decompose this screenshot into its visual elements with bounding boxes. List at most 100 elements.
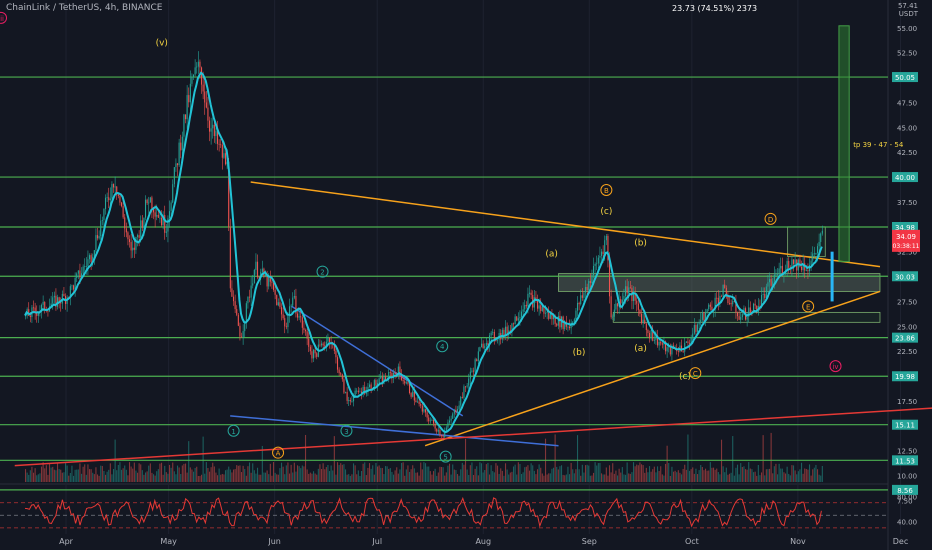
- volume-bar: [66, 465, 68, 482]
- candle-body: [412, 391, 414, 397]
- price-tick-label: 47.50: [897, 99, 917, 107]
- volume-bar: [47, 474, 49, 482]
- candle-body: [469, 371, 471, 379]
- candle-body: [623, 295, 625, 300]
- candle-body: [245, 303, 247, 322]
- volume-bar: [333, 436, 335, 482]
- volume-bar: [632, 462, 635, 482]
- volume-bar: [351, 474, 353, 482]
- volume-bar: [156, 471, 158, 482]
- volume-bar: [736, 464, 739, 482]
- candle-body: [468, 378, 470, 386]
- candle-body: [253, 269, 255, 284]
- candle-body: [621, 299, 623, 304]
- price-tick-label: 37.50: [897, 199, 917, 207]
- candle-body: [696, 324, 699, 332]
- candle-body: [154, 212, 156, 217]
- candle-body: [439, 429, 441, 435]
- wave-label-circle: [802, 300, 815, 313]
- osc-tick-label: 40.00: [897, 519, 917, 527]
- candle-body: [229, 227, 231, 289]
- candle-body: [424, 409, 427, 413]
- wave-label: (b): [573, 348, 586, 358]
- candle-body: [352, 396, 355, 402]
- volume-bar: [679, 472, 681, 482]
- candle-body: [405, 382, 407, 384]
- candle-body: [32, 307, 35, 309]
- volume-bar: [346, 474, 348, 482]
- volume-bar: [674, 470, 676, 482]
- volume-bar: [370, 468, 372, 482]
- volume-bar: [629, 473, 631, 482]
- candle-body: [365, 391, 367, 394]
- candle-body: [301, 317, 303, 328]
- candle-body: [104, 197, 107, 209]
- candle-body: [759, 306, 761, 307]
- volume-bar: [396, 467, 398, 482]
- volume-bar: [64, 462, 67, 482]
- volume-bar: [399, 469, 401, 482]
- volume-bar: [90, 469, 92, 482]
- volume-bar: [495, 463, 497, 482]
- wave-label: (a): [545, 250, 558, 260]
- candle-body: [540, 305, 542, 312]
- candle-body: [119, 196, 121, 203]
- candle-body: [228, 161, 230, 228]
- volume-bar: [504, 463, 507, 482]
- volume-bar: [261, 445, 263, 482]
- candle-body: [588, 281, 590, 291]
- candle-body: [236, 309, 238, 315]
- volume-bar: [84, 464, 86, 482]
- wave-label: A: [276, 450, 281, 458]
- volume-bar: [560, 465, 563, 482]
- candle-body: [295, 295, 297, 314]
- candle-body: [772, 281, 774, 286]
- candle-body: [816, 246, 819, 254]
- volume-bar: [799, 469, 801, 482]
- candle-body: [196, 66, 198, 68]
- volume-bar: [128, 462, 131, 482]
- volume-bar: [288, 473, 291, 482]
- candle-body: [533, 297, 535, 308]
- candle-body: [124, 217, 126, 229]
- volume-bar: [117, 464, 119, 482]
- volume-bar: [79, 463, 81, 482]
- candle-body: [765, 286, 767, 298]
- volume-bar: [730, 472, 732, 482]
- volume-bar: [218, 468, 220, 482]
- candle-body: [415, 400, 417, 403]
- candle-body: [596, 263, 598, 265]
- candle-body: [256, 261, 259, 278]
- volume-bar: [178, 467, 180, 482]
- volume-bar: [335, 474, 337, 482]
- volume-bar: [644, 472, 646, 482]
- volume-bar: [237, 465, 239, 482]
- candle-body: [514, 316, 516, 325]
- candle-body: [522, 309, 524, 312]
- level-tag-label: 8.56: [897, 487, 913, 495]
- volume-bar: [588, 465, 590, 482]
- volume-bar: [352, 463, 355, 482]
- volume-bar: [196, 466, 198, 482]
- volume-bar: [253, 470, 255, 482]
- candle-body: [183, 114, 185, 137]
- wave-label-circle: [764, 212, 777, 225]
- candle-body: [55, 295, 57, 307]
- volume-bar: [540, 467, 542, 482]
- candle-body: [205, 102, 207, 108]
- volume-bar: [685, 469, 687, 482]
- volume-bar: [426, 466, 428, 482]
- candle-body: [199, 61, 201, 68]
- candle-body: [434, 423, 436, 429]
- candle-body: [52, 297, 54, 304]
- candle-body: [589, 281, 591, 284]
- volume-bar: [658, 470, 660, 482]
- candle-body: [773, 274, 775, 282]
- price-tick-label: 12.50: [897, 448, 917, 456]
- volume-bar: [437, 472, 439, 482]
- candle-body: [223, 153, 225, 158]
- volume-bar: [637, 465, 639, 482]
- candle-body: [599, 255, 601, 258]
- volume-bar: [391, 471, 393, 482]
